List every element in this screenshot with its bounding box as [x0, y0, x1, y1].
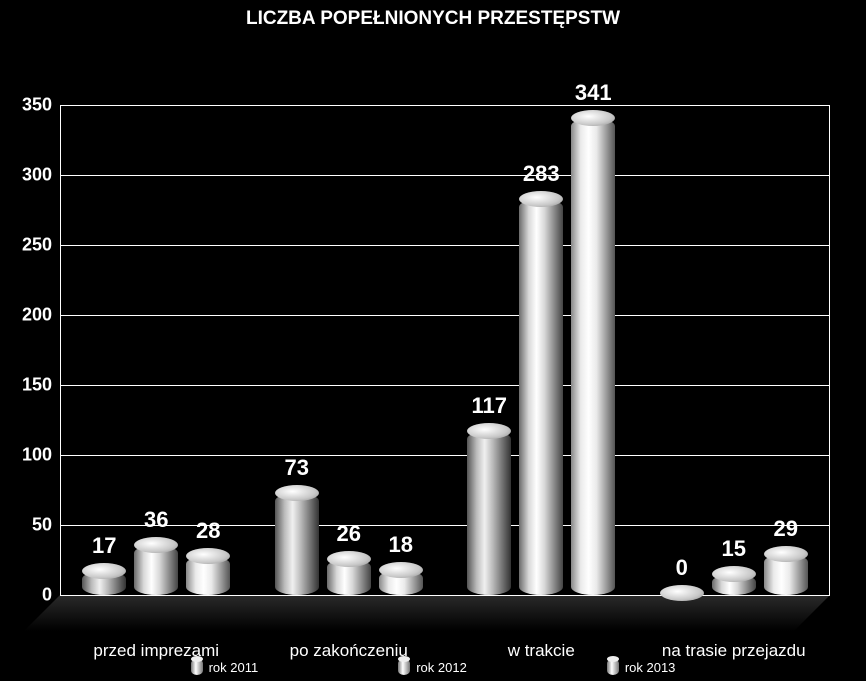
y-tick-label: 100: [10, 445, 60, 466]
bar-cylinder: [327, 559, 371, 595]
legend-label: rok 2013: [625, 660, 676, 675]
bar-top-ellipse: [379, 562, 423, 578]
bar-value-label: 36: [144, 507, 168, 533]
gridline: [60, 595, 830, 596]
gridline: [60, 455, 830, 456]
legend-swatch-icon: [398, 659, 410, 675]
bar-body: [275, 493, 319, 595]
bar-value-label: 28: [196, 518, 220, 544]
legend-item-2012: rok 2012: [398, 659, 467, 675]
category-label: w trakcie: [508, 641, 575, 661]
category-label: po zakończeniu: [290, 641, 408, 661]
bar-value-label: 26: [337, 521, 361, 547]
legend-label: rok 2011: [209, 660, 259, 675]
bar-top-ellipse: [519, 191, 563, 207]
legend-label: rok 2012: [416, 660, 467, 675]
back-wall: [60, 105, 830, 595]
gridline: [60, 175, 830, 176]
plot-area: 050100150200250300350 173628732618117283…: [60, 105, 830, 595]
bar-top-ellipse: [186, 548, 230, 564]
chart-floor: [20, 595, 830, 635]
bar-body: [571, 118, 615, 595]
bar-top-ellipse: [134, 537, 178, 553]
gridline: [60, 525, 830, 526]
y-tick-label: 350: [10, 95, 60, 116]
bar-value-label: 18: [389, 532, 413, 558]
bar-value-label: 15: [722, 536, 746, 562]
y-tick-label: 0: [10, 585, 60, 606]
gridline: [60, 385, 830, 386]
bar-value-label: 73: [285, 455, 309, 481]
legend-item-2011: rok 2011: [191, 659, 259, 675]
bar-top-ellipse: [660, 585, 704, 601]
bar-cylinder: [712, 574, 756, 595]
y-tick-label: 50: [10, 515, 60, 536]
y-axis-line: [60, 105, 61, 595]
bar-cylinder: [571, 118, 615, 595]
bar-top-ellipse: [275, 485, 319, 501]
gridline: [60, 315, 830, 316]
legend: rok 2011 rok 2012 rok 2013: [0, 659, 866, 675]
bar-top-ellipse: [712, 566, 756, 582]
legend-swatch-icon: [607, 659, 619, 675]
bar-cylinder: [519, 199, 563, 595]
bar-cylinder: [764, 554, 808, 595]
bar-cylinder: [379, 570, 423, 595]
category-label: na trasie przejazdu: [662, 641, 806, 661]
y-tick-label: 200: [10, 305, 60, 326]
bar-value-label: 29: [774, 516, 798, 542]
bar-top-ellipse: [327, 551, 371, 567]
bar-value-label: 17: [92, 533, 116, 559]
chart-title: LICZBA POPEŁNIONYCH PRZESTĘPSTW: [0, 8, 866, 30]
bar-body: [467, 431, 511, 595]
bar-value-label: 0: [676, 555, 688, 581]
gridline: [60, 245, 830, 246]
bar-top-ellipse: [571, 110, 615, 126]
bar-value-label: 117: [472, 393, 508, 419]
bar-cylinder: [660, 593, 704, 595]
bar-body: [519, 199, 563, 595]
bar-cylinder: [467, 431, 511, 595]
y-tick-label: 250: [10, 235, 60, 256]
legend-swatch-icon: [191, 659, 203, 675]
gridline: [60, 105, 830, 106]
y-tick-label: 150: [10, 375, 60, 396]
legend-item-2013: rok 2013: [607, 659, 676, 675]
bar-value-label: 283: [523, 161, 560, 187]
right-wall-line: [829, 105, 830, 595]
bar-cylinder: [134, 545, 178, 595]
bar-value-label: 341: [575, 80, 612, 106]
bar-cylinder: [82, 571, 126, 595]
bar-cylinder: [275, 493, 319, 595]
y-tick-label: 300: [10, 165, 60, 186]
bar-cylinder: [186, 556, 230, 595]
